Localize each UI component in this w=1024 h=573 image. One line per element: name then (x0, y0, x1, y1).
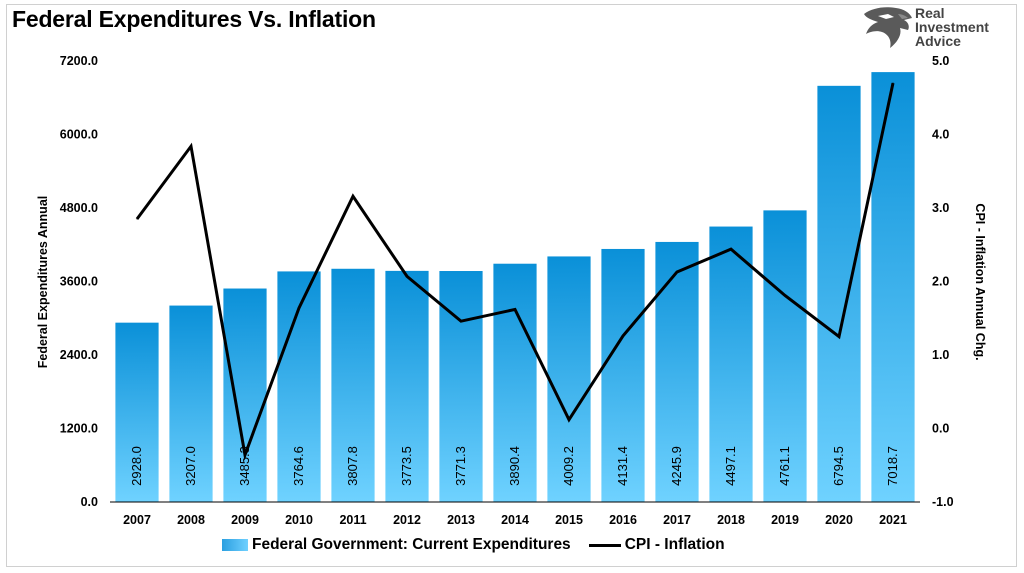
bar-value-label: 3807.8 (345, 446, 360, 486)
x-tick-label: 2020 (825, 513, 853, 527)
x-tick-label: 2012 (393, 513, 421, 527)
cpi-point (190, 145, 192, 147)
cpi-point (676, 271, 678, 273)
bar-value-label: 4497.1 (723, 446, 738, 486)
x-tick-label: 2018 (717, 513, 745, 527)
bar (547, 256, 591, 502)
bar (169, 305, 213, 502)
bar-value-label: 3764.6 (291, 446, 306, 486)
x-tick-label: 2013 (447, 513, 475, 527)
bar-value-label: 3890.4 (507, 446, 522, 486)
cpi-point (892, 82, 894, 84)
bar-value-label: 4131.4 (615, 446, 630, 486)
y2-axis-title: CPI - Inflation Annual Chg. (973, 203, 987, 360)
x-tick-label: 2011 (339, 513, 366, 527)
bar-value-label: 4245.9 (669, 446, 684, 486)
x-tick-label: 2016 (609, 513, 637, 527)
y-tick-label: 1200.0 (60, 422, 98, 436)
cpi-point (622, 335, 624, 337)
y-tick-label: 4800.0 (60, 201, 98, 215)
y2-tick-label: 3.0 (932, 201, 949, 215)
bar (115, 322, 159, 502)
x-tick-label: 2009 (231, 513, 259, 527)
y2-tick-label: 1.0 (932, 348, 949, 362)
x-tick-label: 2019 (771, 513, 799, 527)
legend-label: Federal Government: Current Expenditures (252, 536, 571, 553)
bar-value-label: 3207.0 (183, 446, 198, 486)
bar-value-label: 4009.2 (561, 446, 576, 486)
cpi-point (406, 275, 408, 277)
legend-item-expenditures: Federal Government: Current Expenditures (222, 536, 571, 554)
cpi-point (136, 218, 138, 220)
eagle-head-icon (864, 7, 912, 48)
y-tick-label: 2400.0 (60, 348, 98, 362)
cpi-point (784, 294, 786, 296)
y2-tick-label: 0.0 (932, 422, 949, 436)
y2-tick-label: 5.0 (932, 54, 949, 68)
x-tick-label: 2008 (177, 513, 205, 527)
x-tick-label: 2014 (501, 513, 529, 527)
bar-value-label: 3485.3 (237, 446, 252, 486)
x-tick-label: 2007 (123, 513, 151, 527)
x-tick-label: 2021 (879, 513, 907, 527)
y2-tick-label: -1.0 (932, 495, 954, 509)
y-tick-label: 6000.0 (60, 128, 98, 142)
bar-value-label: 3771.3 (453, 446, 468, 486)
y-tick-label: 7200.0 (60, 54, 98, 68)
cpi-point (298, 307, 300, 309)
bar (871, 72, 915, 503)
bar (385, 270, 429, 502)
bar (709, 226, 753, 503)
logo-wordmark: Real Investment Advice (915, 6, 989, 48)
bar (817, 85, 861, 502)
bar-value-label: 4761.1 (777, 446, 792, 486)
bar (493, 263, 537, 502)
legend-item-cpi: CPI - Inflation (588, 536, 725, 554)
chart-title: Federal Expenditures Vs. Inflation (12, 6, 376, 32)
logo-line: Real (915, 5, 945, 21)
cpi-point (352, 195, 354, 197)
y-tick-label: 3600.0 (60, 275, 98, 289)
bar-value-label: 3773.5 (399, 446, 414, 486)
cpi-point (514, 308, 516, 310)
logo-line: Advice (915, 33, 961, 49)
bar (223, 288, 267, 502)
y-tick-label: 0.0 (81, 495, 98, 509)
bar-value-label: 6794.5 (831, 446, 846, 486)
x-tick-label: 2017 (663, 513, 691, 527)
y2-tick-label: 2.0 (932, 275, 949, 289)
bar-value-label: 2928.0 (129, 446, 144, 486)
bar (655, 241, 699, 502)
legend-line-swatch (588, 543, 621, 547)
logo-line: Investment (915, 19, 989, 35)
legend-bar-swatch (222, 539, 248, 551)
cpi-point (838, 336, 840, 338)
y-axis-title: Federal Expenditures Annual (36, 196, 50, 369)
legend-label: CPI - Inflation (624, 536, 725, 553)
x-tick-label: 2010 (285, 513, 313, 527)
cpi-point (568, 419, 570, 421)
bar (601, 248, 645, 502)
y2-tick-label: 4.0 (932, 128, 949, 142)
cpi-point (244, 454, 246, 456)
bar (331, 268, 375, 502)
bar (763, 210, 807, 502)
cpi-point (460, 320, 462, 322)
bar-value-label: 7018.7 (885, 446, 900, 486)
chart-legend: Federal Government: Current Expenditures… (222, 536, 725, 554)
x-tick-label: 2015 (555, 513, 583, 527)
cpi-point (730, 248, 732, 250)
